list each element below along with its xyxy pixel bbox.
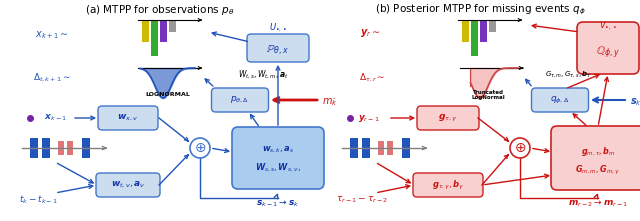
Bar: [462, 20, 469, 42]
Text: $x_{k+1}\sim$: $x_{k+1}\sim$: [35, 29, 69, 41]
Bar: [160, 20, 167, 42]
Text: $\mathbb{Q}_{\phi,y}$: $\mathbb{Q}_{\phi,y}$: [596, 45, 620, 61]
FancyBboxPatch shape: [417, 106, 479, 130]
Bar: [471, 20, 478, 56]
Text: $\boldsymbol{w}_{x,v}$: $\boldsymbol{w}_{x,v}$: [117, 113, 139, 123]
Text: (b) Posterior MTPP for missing events $q_\phi$: (b) Posterior MTPP for missing events $q…: [374, 3, 586, 17]
Bar: [82, 138, 90, 158]
Bar: [42, 138, 50, 158]
FancyBboxPatch shape: [551, 126, 640, 190]
Text: $\boldsymbol{y}_r\sim$: $\boldsymbol{y}_r\sim$: [360, 27, 380, 39]
Text: LOGNORMAL: LOGNORMAL: [145, 93, 191, 97]
Bar: [378, 141, 384, 155]
Text: $\oplus$: $\oplus$: [514, 141, 526, 155]
FancyBboxPatch shape: [577, 22, 639, 74]
Text: Truncated
LogNormal: Truncated LogNormal: [471, 90, 505, 100]
FancyBboxPatch shape: [96, 173, 160, 197]
Text: $\boldsymbol{y}_{r-1}$: $\boldsymbol{y}_{r-1}$: [358, 112, 380, 124]
Text: $\mathbb{P}_{\theta,x}$: $\mathbb{P}_{\theta,x}$: [266, 44, 289, 58]
Bar: [67, 141, 73, 155]
Circle shape: [190, 138, 210, 158]
FancyBboxPatch shape: [232, 127, 324, 189]
Text: $G_{\tau,m},G_{\tau,s},\boldsymbol{b}_\tau$: $G_{\tau,m},G_{\tau,s},\boldsymbol{b}_\t…: [545, 69, 591, 79]
Text: $p_{\theta,\Delta}$: $p_{\theta,\Delta}$: [230, 95, 250, 105]
Text: $\Delta_{\tau,r}\sim$: $\Delta_{\tau,r}\sim$: [359, 72, 385, 84]
Text: $\boldsymbol{s}_k$: $\boldsymbol{s}_k$: [630, 96, 640, 108]
Bar: [489, 20, 496, 32]
Bar: [151, 20, 158, 56]
Text: $\boldsymbol{m}_{r-2} \rightarrow \boldsymbol{m}_{r-1}$: $\boldsymbol{m}_{r-2} \rightarrow \bolds…: [568, 199, 628, 209]
Text: $\oplus$: $\oplus$: [194, 141, 206, 155]
Bar: [362, 138, 370, 158]
Bar: [30, 138, 38, 158]
Text: $\boldsymbol{x}_{k-1}$: $\boldsymbol{x}_{k-1}$: [44, 113, 67, 123]
FancyBboxPatch shape: [413, 173, 483, 197]
Text: (a) MTPP for observations $p_\theta$: (a) MTPP for observations $p_\theta$: [85, 3, 235, 17]
Text: $\boldsymbol{g}_{m,\tau}, \boldsymbol{b}_m$: $\boldsymbol{g}_{m,\tau}, \boldsymbol{b}…: [580, 146, 616, 158]
Bar: [169, 20, 176, 32]
FancyBboxPatch shape: [247, 34, 309, 62]
FancyBboxPatch shape: [98, 106, 158, 130]
Bar: [350, 138, 358, 158]
Text: $m_{\bar{k}}$: $m_{\bar{k}}$: [322, 96, 338, 108]
Text: $\boldsymbol{w}_{t,v}, \boldsymbol{a}_v$: $\boldsymbol{w}_{t,v}, \boldsymbol{a}_v$: [111, 180, 145, 190]
Text: $U_{\bullet,\bullet}$: $U_{\bullet,\bullet}$: [269, 22, 287, 34]
Bar: [402, 138, 410, 158]
Text: $q_{\phi,\Delta}$: $q_{\phi,\Delta}$: [550, 94, 570, 106]
FancyBboxPatch shape: [531, 88, 589, 112]
Text: $\tau_{r-1} - \tau_{r-2}$: $\tau_{r-1} - \tau_{r-2}$: [336, 195, 388, 205]
Bar: [142, 20, 149, 42]
Text: $\boldsymbol{w}_{s,k}, \boldsymbol{a}_s$: $\boldsymbol{w}_{s,k}, \boldsymbol{a}_s$: [262, 145, 294, 155]
Bar: [480, 20, 487, 42]
FancyBboxPatch shape: [211, 88, 269, 112]
Bar: [387, 141, 393, 155]
Bar: [58, 141, 64, 155]
Text: $\boldsymbol{g}_{\tau,\gamma}$: $\boldsymbol{g}_{\tau,\gamma}$: [438, 112, 458, 124]
Text: $V_{\bullet,\bullet}$: $V_{\bullet,\bullet}$: [599, 20, 617, 32]
Text: $\boldsymbol{s}_{k-1} \rightarrow \boldsymbol{s}_k$: $\boldsymbol{s}_{k-1} \rightarrow \bolds…: [256, 199, 300, 209]
Text: $\boldsymbol{G}_{m,m},\boldsymbol{G}_{m,\gamma}$: $\boldsymbol{G}_{m,m},\boldsymbol{G}_{m,…: [575, 164, 621, 177]
Text: $t_k - t_{k-1}$: $t_k - t_{k-1}$: [19, 194, 58, 206]
Text: $W_{t,s},W_{t,m},\boldsymbol{a}_t$: $W_{t,s},W_{t,m},\boldsymbol{a}_t$: [237, 69, 288, 81]
Text: $\boldsymbol{g}_{\tau,\gamma}, \boldsymbol{b}_\gamma$: $\boldsymbol{g}_{\tau,\gamma}, \boldsymb…: [432, 178, 464, 192]
Text: $\boldsymbol{W}_{s,s},\boldsymbol{W}_{s,v},$: $\boldsymbol{W}_{s,s},\boldsymbol{W}_{s,…: [255, 162, 301, 174]
Circle shape: [510, 138, 530, 158]
Text: $\Delta_{t,k+1}\sim$: $\Delta_{t,k+1}\sim$: [33, 72, 71, 84]
